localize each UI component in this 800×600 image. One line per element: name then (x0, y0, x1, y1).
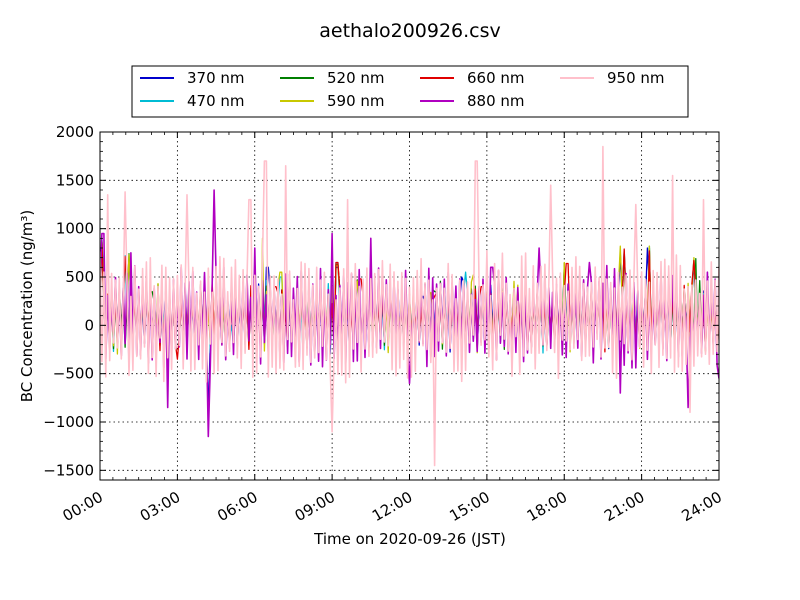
legend-label: 880 nm (467, 92, 525, 110)
legend-label: 950 nm (607, 69, 665, 87)
legend-label: 370 nm (187, 69, 245, 87)
y-axis-label: BC Concentration (ng/m³) (18, 210, 36, 403)
chart-title: aethalo200926.csv (319, 20, 501, 42)
y-tick-label: 1500 (56, 171, 94, 189)
legend-label: 520 nm (327, 69, 385, 87)
y-tick-label: 2000 (56, 123, 94, 141)
legend-frame (131, 65, 689, 118)
y-tick-label: −500 (53, 365, 94, 383)
legend-label: 590 nm (327, 92, 385, 110)
legend-label: 660 nm (467, 69, 525, 87)
y-tick-label: 500 (65, 268, 94, 286)
y-tick-label: −1500 (43, 461, 94, 479)
x-axis-label: Time on 2020-09-26 (JST) (313, 530, 506, 548)
series-layer (100, 145, 719, 467)
series-line-950-nm (100, 145, 719, 467)
legend-label: 470 nm (187, 92, 245, 110)
y-tick-label: 1000 (56, 220, 94, 238)
legend: 370 nm 470 nm 520 nm 590 nm 660 nm 880 nm 950 … (131, 65, 689, 118)
y-tick-label: −1000 (43, 413, 94, 431)
y-tick-label: 0 (84, 316, 94, 334)
